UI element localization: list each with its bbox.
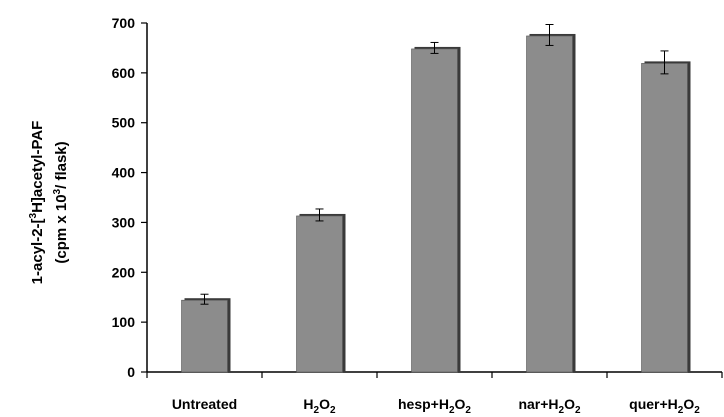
x-tick-label: Untreated [172, 396, 237, 412]
y-tick-label: 600 [112, 65, 136, 81]
bar [296, 213, 346, 373]
x-tick-labels: Untreated H2O2 hesp+H2O2 nar+H2O2 quer+H2O2 [172, 396, 700, 416]
y-axis-label: 1-acyl-2-[3H]acetyl-PAF (cpm x 103/ flask… [28, 121, 70, 285]
bar [411, 46, 461, 373]
bars [181, 33, 691, 373]
y-tick-label: 500 [112, 115, 136, 131]
error-bars [200, 23, 669, 305]
bar [526, 33, 576, 373]
y-ticks: 0 100 200 300 400 500 600 700 [112, 15, 147, 380]
y-tick-label: 100 [112, 314, 136, 330]
y-tick-label: 300 [112, 214, 136, 230]
error-bar [660, 50, 669, 75]
y-tick-label: 400 [112, 165, 136, 181]
y-axis-label-line2: (cpm x 103/ flask) [52, 141, 70, 263]
error-bar [430, 41, 439, 54]
error-bar [545, 23, 554, 46]
bar [641, 61, 691, 373]
error-bar [200, 293, 209, 305]
y-axis-label-line1: 1-acyl-2-[3H]acetyl-PAF [28, 121, 46, 285]
y-tick-label: 200 [112, 264, 136, 280]
error-bar [315, 208, 324, 222]
bar [181, 298, 231, 373]
x-tick-label: hesp+H2O2 [398, 396, 471, 416]
y-tick-label: 0 [127, 364, 135, 380]
x-tick-label: nar+H2O2 [518, 396, 581, 416]
x-tick-label: quer+H2O2 [629, 396, 700, 416]
y-tick-label: 700 [112, 15, 136, 31]
x-tick-label: H2O2 [303, 396, 336, 416]
